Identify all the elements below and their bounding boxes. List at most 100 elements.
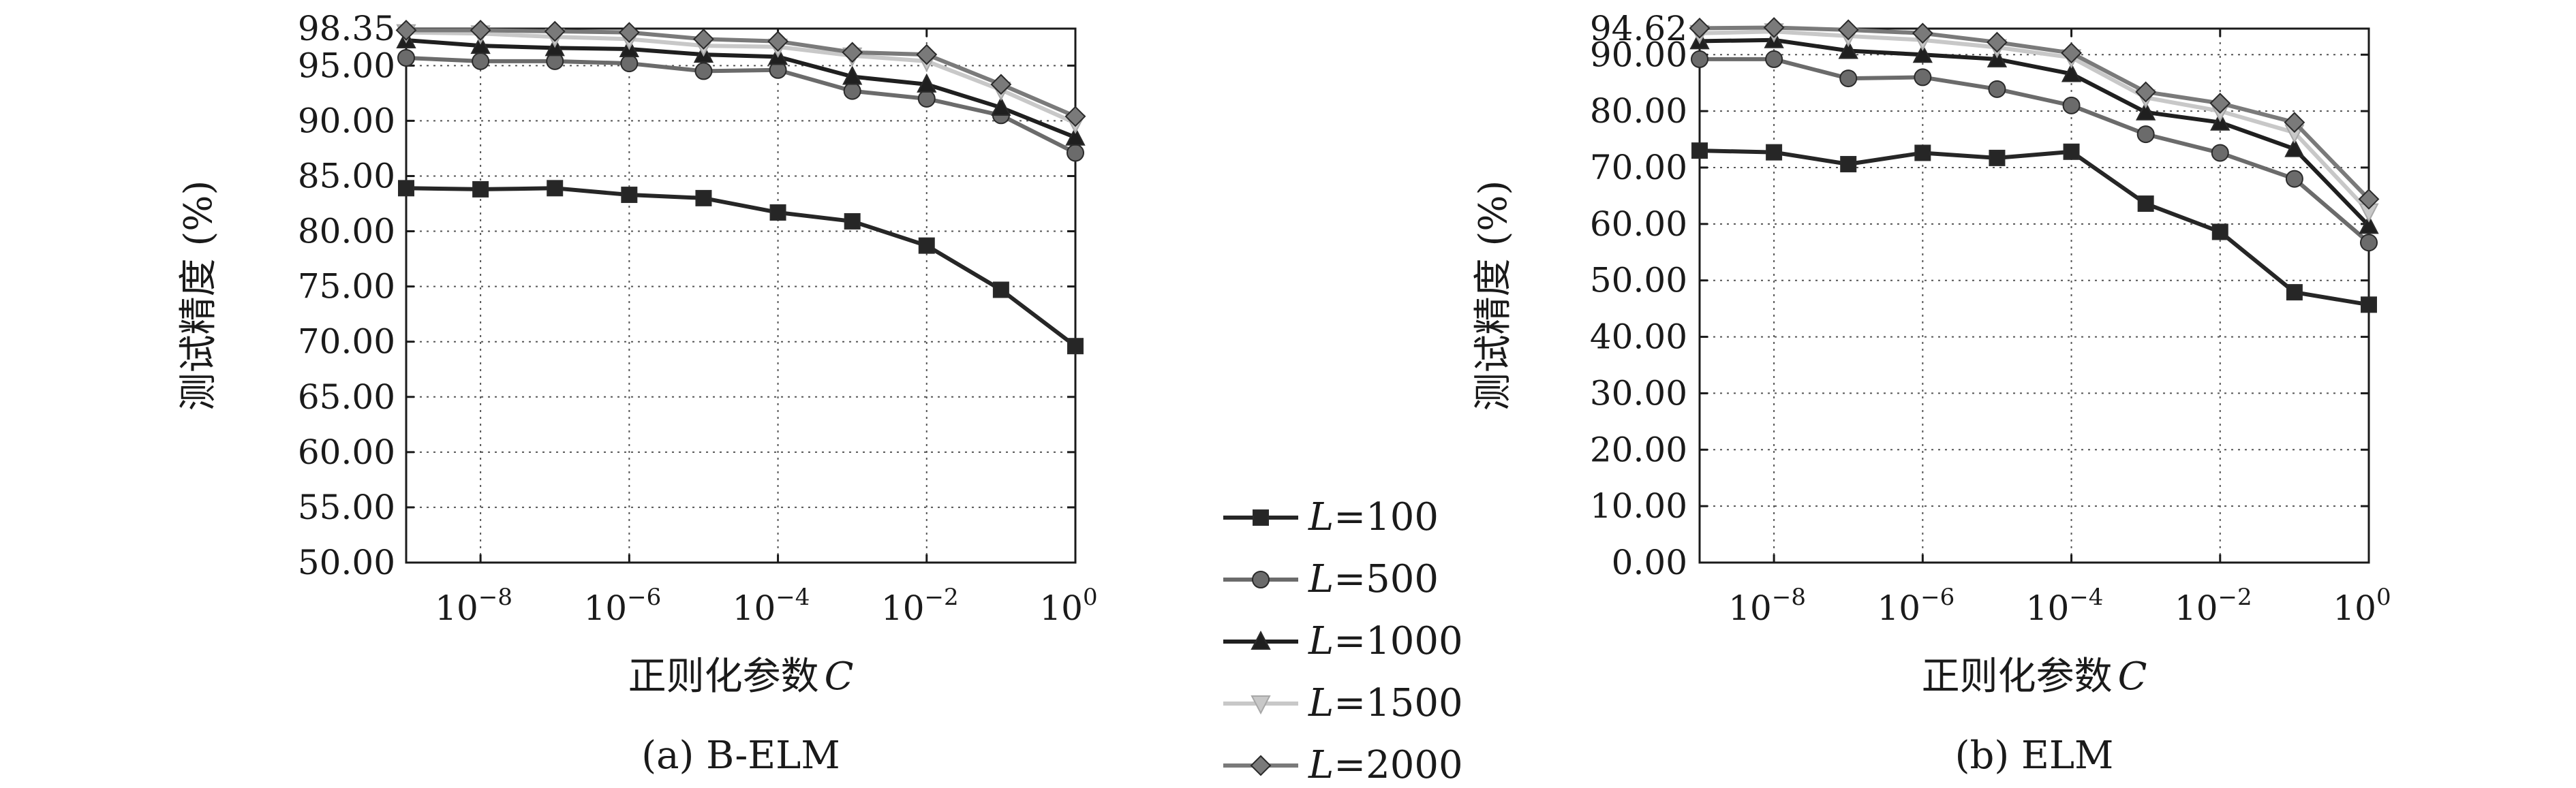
data-point bbox=[1988, 80, 2006, 98]
y-tick-label: 30.00 bbox=[1590, 373, 1687, 413]
data-point bbox=[844, 212, 861, 230]
data-point bbox=[1912, 22, 1933, 44]
data-point bbox=[2137, 195, 2154, 212]
panel-caption: (b) ELM bbox=[1955, 734, 2114, 778]
x-tick-label: 100 bbox=[2333, 584, 2391, 628]
data-point bbox=[2062, 96, 2081, 114]
data-point bbox=[842, 65, 863, 85]
legend-variable: L bbox=[1308, 557, 1334, 601]
data-point bbox=[1763, 17, 1785, 38]
legend-item: L=100 bbox=[1223, 495, 1439, 539]
plot-frame bbox=[1698, 27, 2370, 564]
series-line bbox=[405, 55, 1077, 155]
data-point bbox=[1067, 338, 1084, 355]
plot-frame bbox=[405, 27, 1077, 564]
series-line bbox=[1699, 29, 2371, 213]
y-tick-label: 40.00 bbox=[1590, 317, 1687, 357]
legend-label: L=1000 bbox=[1308, 619, 1463, 663]
legend-variable: L bbox=[1308, 619, 1334, 663]
series-line bbox=[1699, 37, 2371, 227]
y-tick-label: 80.00 bbox=[1590, 91, 1687, 131]
data-point bbox=[694, 62, 713, 80]
series-l-1000 bbox=[1689, 29, 2379, 234]
series-l-500 bbox=[397, 48, 1084, 162]
data-point bbox=[990, 74, 1012, 95]
legend-label: L=500 bbox=[1308, 557, 1439, 601]
series-l-100 bbox=[1691, 142, 2377, 313]
series-l-1000 bbox=[396, 29, 1086, 146]
legend-label: L=2000 bbox=[1308, 743, 1463, 787]
data-point bbox=[470, 34, 491, 54]
legend-item: L=1500 bbox=[1223, 681, 1463, 725]
legend-value: =500 bbox=[1334, 557, 1439, 601]
x-tick-exponent: 0 bbox=[1083, 584, 1098, 611]
y-tick-label: 10.00 bbox=[1590, 486, 1687, 526]
legend-variable: L bbox=[1308, 743, 1334, 787]
y-tick-label: 85.00 bbox=[298, 156, 395, 195]
data-point bbox=[2211, 223, 2228, 240]
x-tick-label: 10−8 bbox=[435, 584, 512, 628]
legend-item: L=500 bbox=[1223, 557, 1439, 601]
y-tick-label: 70.00 bbox=[1590, 148, 1687, 187]
x-tick-label: 10−2 bbox=[2175, 584, 2252, 628]
data-point bbox=[2063, 143, 2080, 160]
data-point bbox=[843, 82, 861, 100]
data-point bbox=[1065, 126, 1086, 146]
x-tick-exponent: −4 bbox=[2069, 584, 2103, 611]
data-point bbox=[1912, 44, 1933, 63]
y-tick-label: 75.00 bbox=[298, 267, 395, 306]
data-point bbox=[2286, 284, 2303, 301]
data-point bbox=[1766, 144, 1783, 161]
legend-item: L=1000 bbox=[1223, 619, 1463, 663]
x-tick-label: 100 bbox=[1039, 584, 1097, 628]
series-l-500 bbox=[1691, 50, 2378, 252]
series-line bbox=[1700, 57, 2370, 245]
data-point bbox=[1765, 50, 1783, 68]
y-tick-label: 20.00 bbox=[1590, 430, 1687, 469]
data-point bbox=[2136, 101, 2156, 121]
legend-value: =1000 bbox=[1334, 619, 1462, 663]
series-line bbox=[1699, 25, 2371, 201]
y-tick-label: 60.00 bbox=[1590, 204, 1687, 244]
data-point bbox=[2136, 125, 2155, 144]
data-point bbox=[620, 54, 639, 73]
data-point bbox=[917, 89, 936, 108]
x-axis-variable: C bbox=[825, 655, 854, 699]
data-point bbox=[2358, 188, 2380, 210]
y-axis-label: 测试精度 (%) bbox=[1471, 180, 1516, 411]
legend-marker bbox=[1251, 695, 1271, 715]
series-l-100 bbox=[398, 180, 1084, 355]
data-point bbox=[547, 180, 564, 197]
data-point bbox=[1914, 144, 1931, 161]
data-point bbox=[2284, 112, 2305, 133]
x-tick-label: 10−6 bbox=[583, 584, 661, 628]
y-tick-label: 60.00 bbox=[298, 432, 395, 472]
data-point bbox=[2135, 81, 2157, 103]
legend-variable: L bbox=[1308, 681, 1334, 725]
data-point bbox=[395, 20, 417, 41]
data-point bbox=[2360, 234, 2378, 252]
data-point bbox=[767, 31, 788, 52]
data-point bbox=[917, 73, 937, 93]
x-tick-exponent: 0 bbox=[2376, 584, 2391, 611]
x-tick-label: 10−6 bbox=[1877, 584, 1954, 628]
series-l-2000 bbox=[395, 20, 1086, 127]
x-tick-exponent: −8 bbox=[478, 584, 512, 611]
data-point bbox=[618, 22, 640, 44]
data-point bbox=[693, 28, 714, 50]
y-tick-label: 90.00 bbox=[1590, 35, 1687, 74]
panel-caption: (a) B-ELM bbox=[641, 734, 840, 778]
y-axis-label: 测试精度 (%) bbox=[177, 180, 221, 411]
x-tick-exponent: −6 bbox=[1920, 584, 1954, 611]
y-tick-label: 0.00 bbox=[1612, 543, 1687, 582]
legend-value: =2000 bbox=[1334, 743, 1462, 787]
y-tick-label: 95.00 bbox=[298, 46, 395, 85]
data-point bbox=[1914, 68, 1932, 86]
y-tick-label: 65.00 bbox=[298, 377, 395, 417]
x-tick-exponent: −8 bbox=[1772, 584, 1806, 611]
legend-marker bbox=[1252, 571, 1270, 588]
series-line bbox=[1699, 148, 2370, 307]
legend-marker bbox=[1250, 755, 1272, 776]
